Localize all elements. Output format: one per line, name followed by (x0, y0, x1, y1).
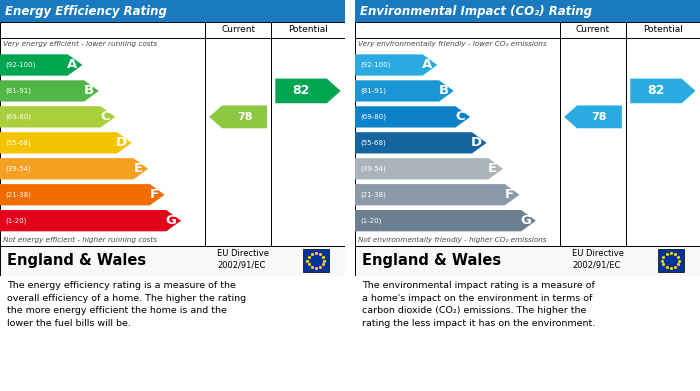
Text: (92-100): (92-100) (5, 62, 36, 68)
Text: D: D (471, 136, 482, 149)
Text: (92-100): (92-100) (360, 62, 391, 68)
Text: (39-54): (39-54) (360, 165, 386, 172)
Text: (21-38): (21-38) (360, 192, 386, 198)
Text: C: C (455, 110, 465, 124)
Text: (39-54): (39-54) (5, 165, 31, 172)
Bar (0, 246, 345, 276)
Polygon shape (564, 106, 622, 128)
Text: (69-80): (69-80) (360, 114, 386, 120)
Polygon shape (355, 158, 503, 179)
Polygon shape (0, 184, 164, 205)
Text: F: F (505, 188, 514, 201)
Text: B: B (83, 84, 94, 97)
Text: Not environmentally friendly - higher CO₂ emissions: Not environmentally friendly - higher CO… (358, 237, 547, 243)
Text: 78: 78 (237, 112, 252, 122)
Polygon shape (275, 79, 341, 103)
Text: A: A (422, 59, 432, 72)
Text: 82: 82 (293, 84, 309, 97)
Text: E: E (133, 162, 142, 175)
Text: Energy Efficiency Rating: Energy Efficiency Rating (5, 5, 167, 18)
Polygon shape (0, 158, 148, 179)
Polygon shape (355, 210, 536, 231)
Text: 78: 78 (592, 112, 607, 122)
Polygon shape (355, 54, 438, 75)
Polygon shape (355, 80, 454, 102)
Text: The energy efficiency rating is a measure of the
overall efficiency of a home. T: The energy efficiency rating is a measur… (7, 282, 246, 328)
Text: (21-38): (21-38) (5, 192, 31, 198)
Polygon shape (0, 210, 181, 231)
Text: C: C (100, 110, 110, 124)
Text: Environmental Impact (CO₂) Rating: Environmental Impact (CO₂) Rating (360, 5, 592, 18)
Polygon shape (630, 79, 696, 103)
Text: (1-20): (1-20) (5, 217, 27, 224)
Text: (55-68): (55-68) (360, 140, 386, 146)
Text: Very energy efficient - lower running costs: Very energy efficient - lower running co… (4, 41, 158, 47)
Bar (355, 246, 700, 276)
Text: D: D (116, 136, 127, 149)
Polygon shape (355, 132, 486, 153)
Bar (0, 22, 345, 246)
Text: G: G (165, 214, 176, 227)
Text: F: F (150, 188, 159, 201)
Text: (81-91): (81-91) (360, 88, 386, 94)
Bar (355, 0, 700, 22)
Text: (55-68): (55-68) (5, 140, 31, 146)
Text: EU Directive
2002/91/EC: EU Directive 2002/91/EC (573, 249, 624, 270)
Bar (658, 249, 684, 272)
Text: G: G (520, 214, 531, 227)
Polygon shape (209, 106, 267, 128)
Text: England & Wales: England & Wales (362, 253, 501, 268)
Text: EU Directive
2002/91/EC: EU Directive 2002/91/EC (218, 249, 270, 270)
Bar (0, 0, 345, 22)
Polygon shape (355, 184, 519, 205)
Text: Potential: Potential (288, 25, 328, 34)
Text: 82: 82 (648, 84, 664, 97)
Bar (303, 249, 329, 272)
Text: Very environmentally friendly - lower CO₂ emissions: Very environmentally friendly - lower CO… (358, 41, 547, 47)
Text: The environmental impact rating is a measure of
a home's impact on the environme: The environmental impact rating is a mea… (362, 282, 595, 328)
Text: (69-80): (69-80) (5, 114, 32, 120)
Text: E: E (488, 162, 497, 175)
Text: B: B (438, 84, 449, 97)
Polygon shape (355, 106, 470, 127)
Text: A: A (67, 59, 77, 72)
Polygon shape (0, 106, 116, 127)
Bar (355, 22, 700, 246)
Text: England & Wales: England & Wales (7, 253, 146, 268)
Text: (1-20): (1-20) (360, 217, 382, 224)
Text: Current: Current (221, 25, 255, 34)
Polygon shape (0, 132, 132, 153)
Text: Potential: Potential (643, 25, 682, 34)
Text: (81-91): (81-91) (5, 88, 32, 94)
Polygon shape (0, 54, 83, 75)
Text: Current: Current (576, 25, 610, 34)
Text: Not energy efficient - higher running costs: Not energy efficient - higher running co… (4, 237, 158, 243)
Polygon shape (0, 80, 99, 102)
